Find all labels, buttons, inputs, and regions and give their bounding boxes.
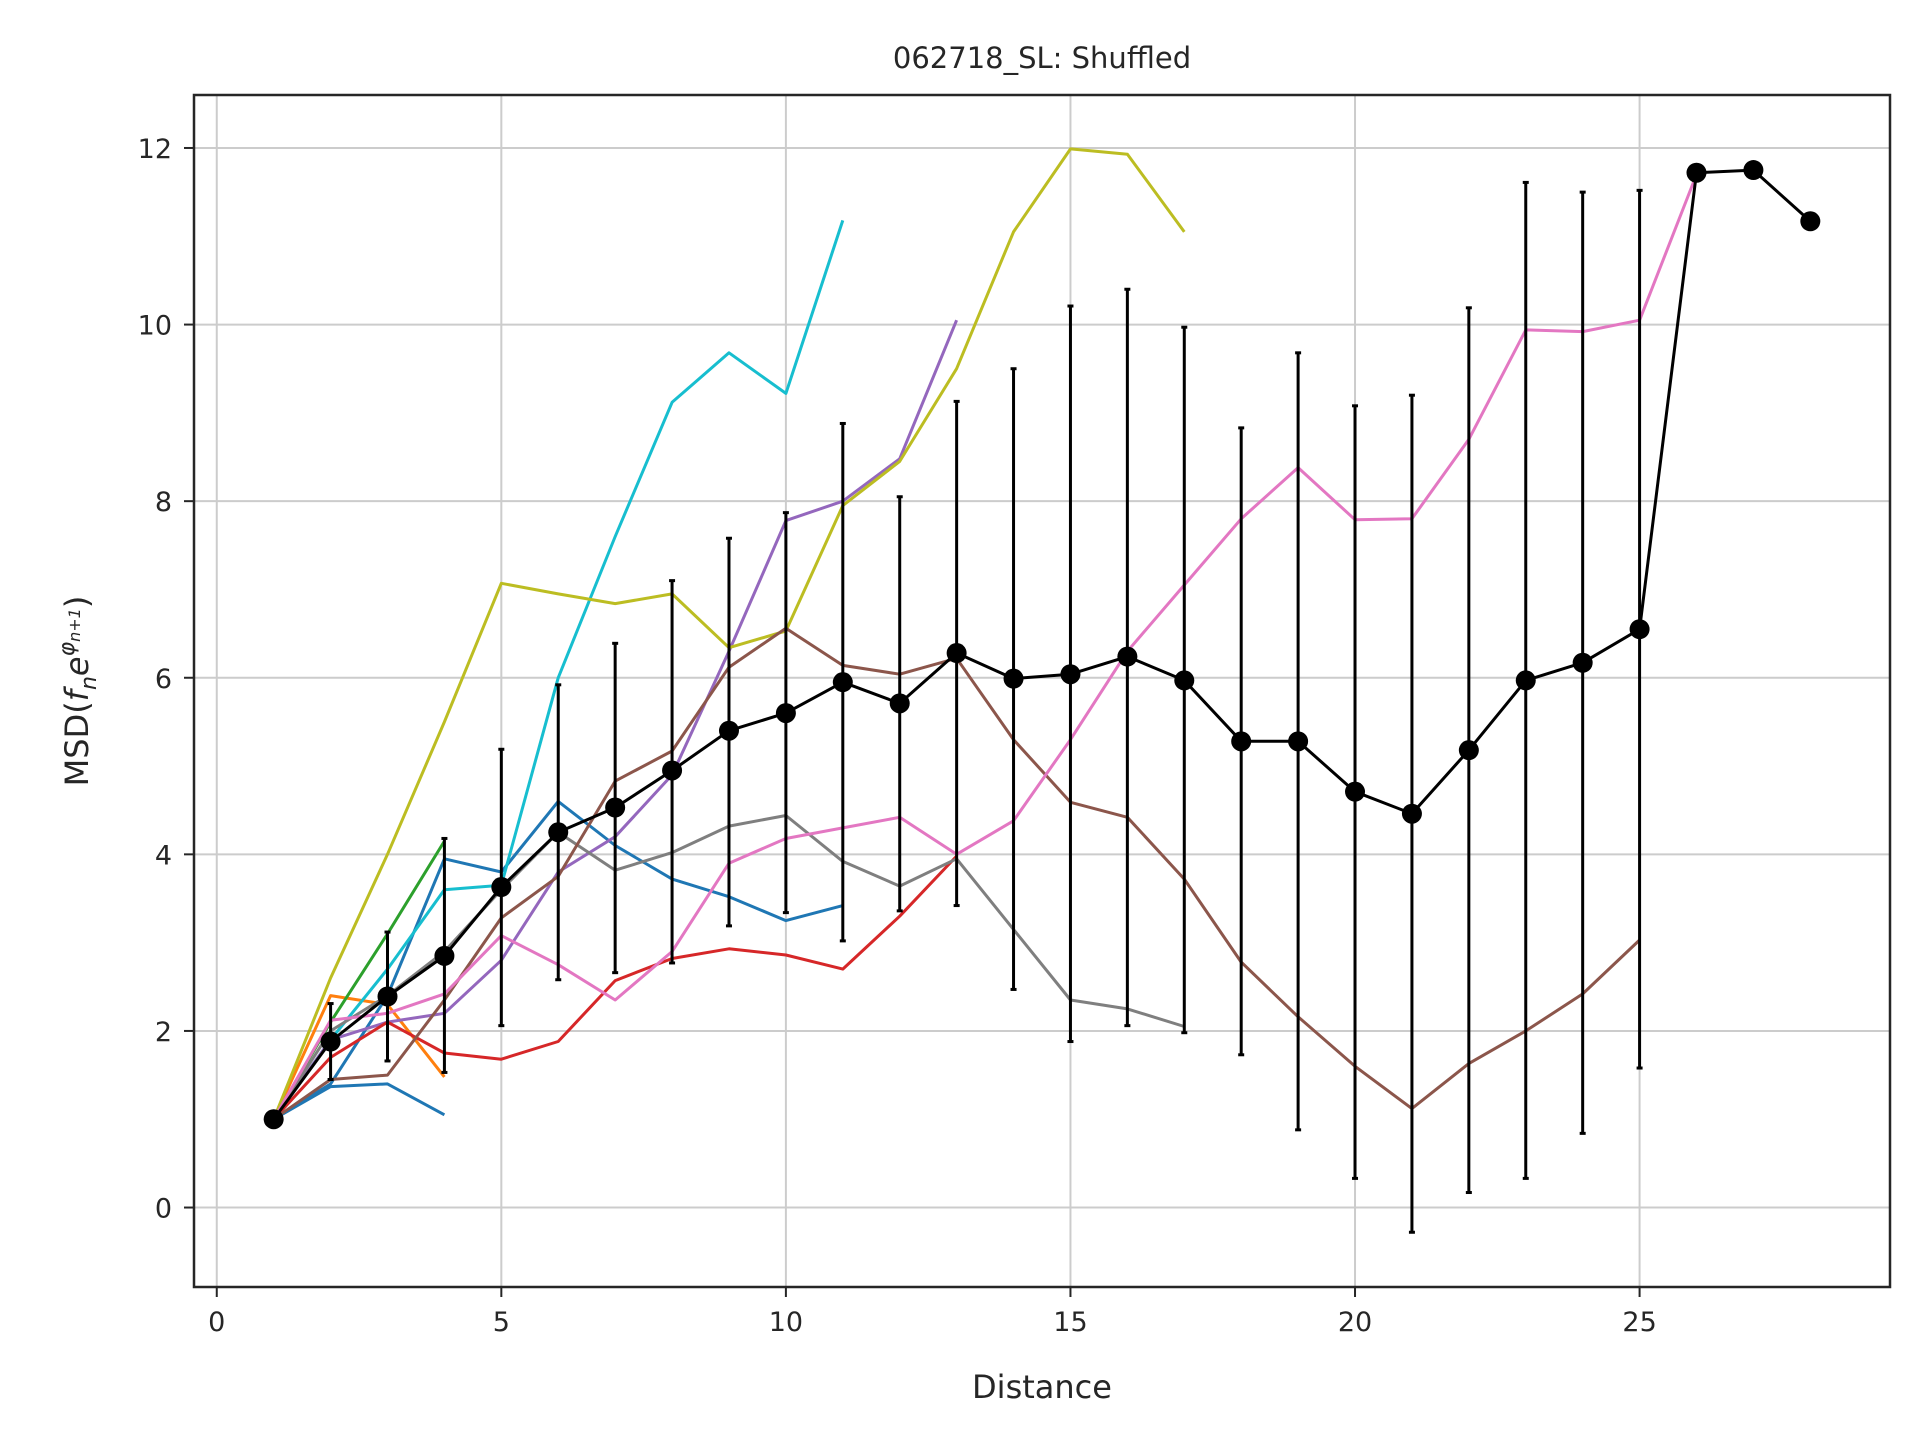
mean-point bbox=[1743, 160, 1764, 181]
series-line bbox=[272, 173, 1698, 1120]
mean-layer bbox=[263, 160, 1821, 1130]
y-axis-label-sup: φ bbox=[55, 641, 80, 656]
mean-point bbox=[946, 643, 967, 664]
mean-point bbox=[1003, 668, 1024, 689]
mean-point bbox=[1345, 781, 1366, 802]
y-tick-label: 4 bbox=[155, 840, 172, 871]
mean-point bbox=[1231, 731, 1252, 752]
y-tick-label: 10 bbox=[138, 311, 172, 342]
y-tick-label: 12 bbox=[138, 134, 172, 165]
mean-point bbox=[491, 877, 512, 898]
y-axis-label: MSD(fneφn+1) bbox=[55, 596, 102, 787]
mean-point bbox=[1060, 664, 1081, 685]
mean-point bbox=[1800, 211, 1821, 232]
mean-point bbox=[775, 703, 796, 724]
mean-point bbox=[263, 1109, 284, 1130]
mean-point bbox=[1629, 619, 1650, 640]
mean-point bbox=[889, 693, 910, 714]
plot-frame bbox=[192, 93, 1892, 1289]
mean-point bbox=[377, 986, 398, 1007]
y-tick-label: 8 bbox=[155, 487, 172, 518]
x-tick-label: 15 bbox=[1053, 1307, 1087, 1338]
ticks: 0 5 10 15 20 25 0 2 4 6 8 10 12 bbox=[138, 134, 1657, 1338]
x-tick-label: 25 bbox=[1622, 1307, 1656, 1338]
mean-point bbox=[1686, 162, 1707, 183]
x-tick-label: 10 bbox=[769, 1307, 803, 1338]
mean-point bbox=[1401, 803, 1422, 824]
series-line bbox=[272, 994, 446, 1120]
chart-title: 062718_SL: Shuffled bbox=[893, 41, 1191, 75]
y-axis-label-sup-sub: n+1 bbox=[65, 608, 84, 642]
y-tick-label: 2 bbox=[155, 1017, 172, 1048]
mean-point bbox=[1458, 740, 1479, 761]
mean-point bbox=[1515, 670, 1536, 691]
mean-point bbox=[605, 797, 626, 818]
x-tick-label: 20 bbox=[1338, 1307, 1372, 1338]
x-tick-label: 5 bbox=[493, 1307, 510, 1338]
series-line bbox=[272, 219, 845, 1121]
y-axis-label-suffix: ) bbox=[58, 596, 96, 608]
mean-point bbox=[434, 945, 455, 966]
y-tick-label: 0 bbox=[155, 1194, 172, 1225]
mean-point bbox=[1288, 731, 1309, 752]
mean-point bbox=[320, 1031, 341, 1052]
mean-point bbox=[1117, 646, 1138, 667]
mean-point bbox=[1572, 652, 1593, 673]
mean-point bbox=[548, 822, 569, 843]
x-axis-label: Distance bbox=[972, 1368, 1112, 1406]
mean-point bbox=[1174, 670, 1195, 691]
x-tick-label: 0 bbox=[208, 1307, 225, 1338]
y-tick-label: 6 bbox=[155, 664, 172, 695]
mean-point bbox=[662, 760, 683, 781]
y-axis-label-sub: n bbox=[77, 676, 102, 690]
y-axis-label-e: e bbox=[58, 656, 96, 676]
mean-point bbox=[832, 672, 853, 693]
y-axis-label-prefix: MSD( bbox=[58, 701, 96, 786]
mean-line bbox=[272, 168, 1812, 1121]
mean-point bbox=[718, 720, 739, 741]
